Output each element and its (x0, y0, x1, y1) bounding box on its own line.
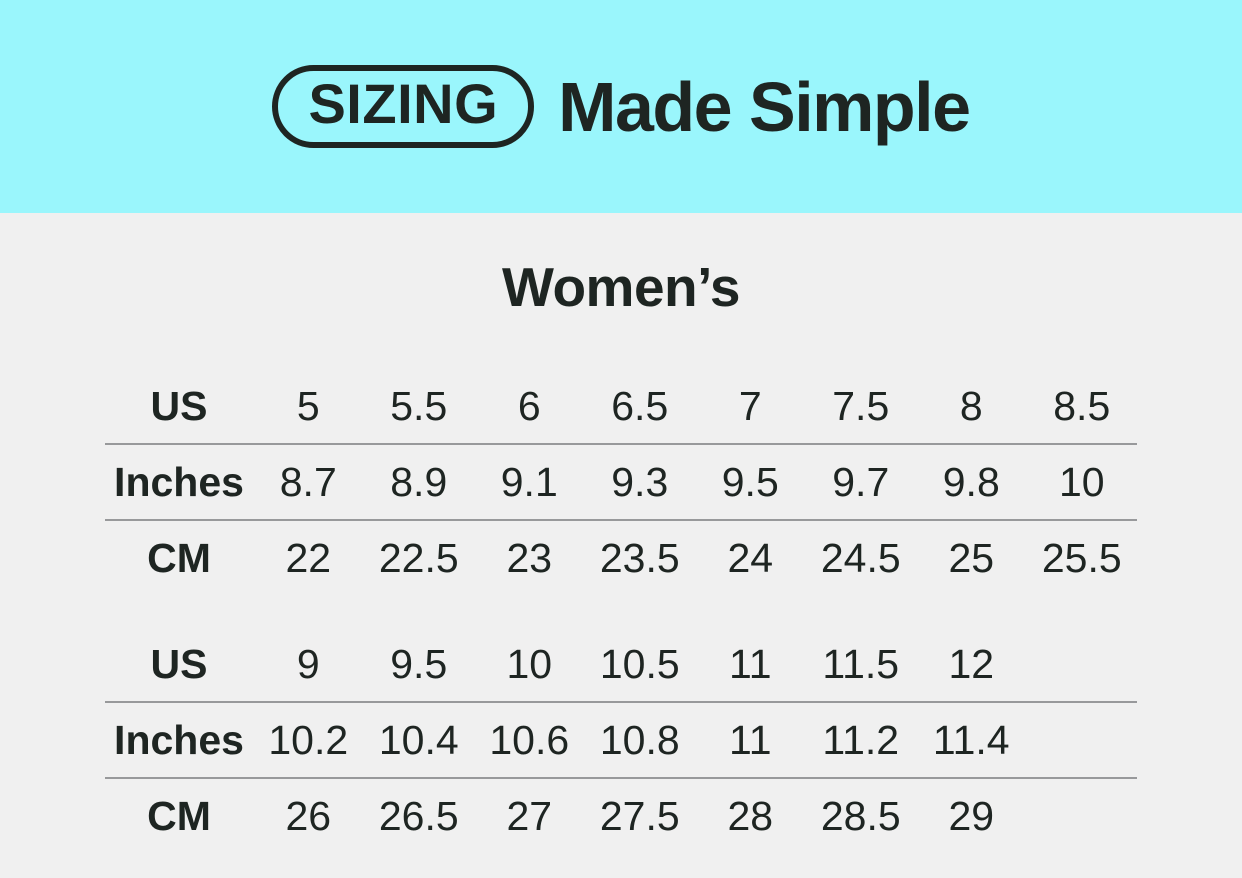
size-cell: 8.9 (390, 458, 448, 505)
size-cell: 9.5 (721, 458, 779, 505)
size-cell: 9.8 (942, 458, 1000, 505)
size-cell: 9 (296, 640, 320, 687)
size-cell: 9.5 (390, 640, 448, 687)
row-label: US (150, 382, 208, 429)
size-cell: 10.2 (268, 716, 349, 763)
size-cell: 26 (285, 792, 332, 839)
size-table-2: US 9 9.5 10 10.5 11 11.5 12 Inches 10.2 10.4 10.6 10… (105, 627, 1137, 853)
size-row-us: US 5 5.5 6 6.5 7 7.5 8 8.5 (105, 369, 1137, 445)
hero-title: Made Simple (558, 67, 971, 146)
size-cell: 7 (738, 382, 762, 429)
sizing-badge: SIZING (272, 65, 535, 148)
size-cell: 5 (296, 382, 320, 429)
size-row-cm: CM 22 22.5 23 23.5 24 24.5 25 25.5 (105, 521, 1137, 595)
size-row-cm: CM 26 26.5 27 27.5 28 28.5 29 (105, 779, 1137, 853)
row-label: US (150, 640, 208, 687)
row-label: Inches (114, 716, 244, 763)
size-cell: 22.5 (378, 534, 459, 581)
size-cell: 6.5 (611, 382, 669, 429)
size-cell: 10.8 (599, 716, 680, 763)
size-tables: US 5 5.5 6 6.5 7 7.5 8 8.5 Inches 8.7 8.9 9.1 9.3 9.5 9… (105, 369, 1137, 853)
sizing-infographic: SIZING Made Simple Women’s US 5 5.5 6 6.5 7 7.… (0, 0, 1242, 853)
size-cell: 8.7 (279, 458, 337, 505)
size-cell: 29 (948, 792, 995, 839)
size-cell: 23 (506, 534, 553, 581)
section-title: Women’s (502, 256, 740, 318)
size-cell: 10.4 (378, 716, 459, 763)
size-cell: 11.2 (822, 716, 900, 763)
size-cell: 10 (506, 640, 553, 687)
size-cell: 11 (728, 716, 772, 763)
hero-banner: SIZING Made Simple (0, 0, 1242, 213)
row-label: CM (147, 534, 211, 581)
size-cell: 8 (959, 382, 983, 429)
row-label: CM (147, 792, 211, 839)
size-cell: 27.5 (599, 792, 680, 839)
size-cell: 6 (517, 382, 541, 429)
size-cell: 9.7 (832, 458, 890, 505)
size-cell: 22 (285, 534, 332, 581)
size-cell: 25.5 (1041, 534, 1122, 581)
size-cell: 10.6 (489, 716, 570, 763)
size-cell: 24.5 (820, 534, 901, 581)
size-cell: 28.5 (820, 792, 901, 839)
size-cell: 11.5 (822, 640, 900, 687)
size-cell: 11 (728, 640, 772, 687)
size-cell: 27 (506, 792, 553, 839)
size-cell: 12 (948, 640, 995, 687)
size-cell: 5.5 (390, 382, 448, 429)
size-row-inches: Inches 8.7 8.9 9.1 9.3 9.5 9.7 9.8 10 (105, 445, 1137, 521)
size-cell: 24 (727, 534, 774, 581)
size-cell: 9.3 (611, 458, 669, 505)
size-cell: 23.5 (599, 534, 680, 581)
size-cell: 8.5 (1053, 382, 1111, 429)
size-cell: 11.4 (932, 716, 1010, 763)
size-cell: 10.5 (599, 640, 680, 687)
size-row-us: US 9 9.5 10 10.5 11 11.5 12 (105, 627, 1137, 703)
row-label: Inches (114, 458, 244, 505)
size-cell: 7.5 (832, 382, 890, 429)
size-cell: 10 (1058, 458, 1105, 505)
size-cell: 28 (727, 792, 774, 839)
main-content: Women’s US 5 5.5 6 6.5 7 7.5 8 8.5 Inches 8.7 8.9 9.… (0, 213, 1242, 853)
size-cell: 25 (948, 534, 995, 581)
size-table-1: US 5 5.5 6 6.5 7 7.5 8 8.5 Inches 8.7 8.9 9.1 9.3 9.5 9… (105, 369, 1137, 595)
size-row-inches: Inches 10.2 10.4 10.6 10.8 11 11.2 11.4 (105, 703, 1137, 779)
size-cell: 9.1 (500, 458, 558, 505)
size-cell: 26.5 (378, 792, 459, 839)
